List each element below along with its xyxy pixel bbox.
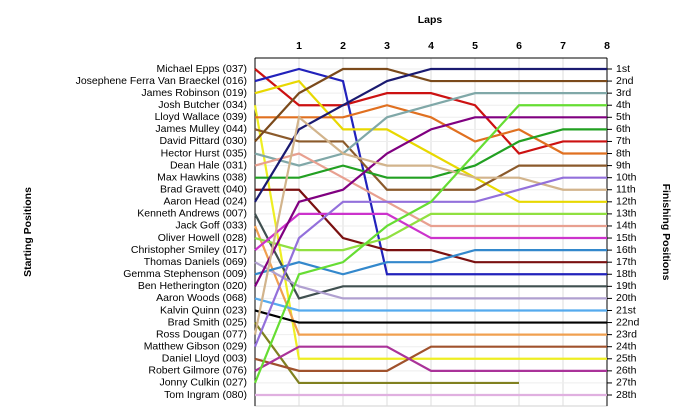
y2-tick-label: 14th <box>616 220 637 232</box>
series-label: Jonny Culkin (027) <box>159 377 247 389</box>
series-line <box>253 104 607 384</box>
y2-tick-label: 22nd <box>616 316 640 328</box>
series-label: Michael Epps (037) <box>157 63 247 75</box>
series-label: James Robinson (019) <box>141 87 247 99</box>
y2-tick-label: 18th <box>616 268 637 280</box>
y2-tick-label: 20th <box>616 292 637 304</box>
series-line <box>254 249 607 276</box>
y2-tick-label: 19th <box>616 280 637 292</box>
y2-tick-label: 2nd <box>616 75 634 87</box>
series-line <box>254 321 519 385</box>
series-line <box>254 116 607 287</box>
series-label: Gemma Stephenson (009) <box>123 268 247 280</box>
x-tick-label: 3 <box>384 40 390 52</box>
series-line <box>254 309 607 324</box>
series-label: Kenneth Andrews (007) <box>137 208 247 220</box>
series-line <box>254 128 607 191</box>
y2-tick-label: 6th <box>616 123 631 135</box>
chart-title: Laps <box>418 14 443 26</box>
series-line <box>255 104 607 155</box>
series-label: Aaron Woods (068) <box>156 292 247 304</box>
series-line <box>254 212 607 252</box>
x-tick-label: 5 <box>472 40 478 52</box>
series-line <box>254 213 607 300</box>
y2-tick-label: 11th <box>616 184 636 196</box>
series-label: David Pittard (030) <box>159 135 247 147</box>
y2-tick-label: 12th <box>616 196 637 208</box>
x-tick-label: 6 <box>516 40 522 52</box>
y2-tick-label: 5th <box>616 111 631 123</box>
y2-tick-label: 1st <box>616 63 630 75</box>
y2-tick-label: 10th <box>616 171 637 183</box>
y2-tick-label: 25th <box>616 353 637 365</box>
series-label: Hector Hurst (035) <box>161 147 247 159</box>
y2-tick-label: 24th <box>616 340 637 352</box>
series-line <box>254 345 607 372</box>
y2-tick-label: 16th <box>616 244 637 256</box>
series-line <box>254 67 607 276</box>
x-tick-label: 4 <box>428 40 434 52</box>
series-line <box>254 79 607 203</box>
series-label: Tom Ingram (080) <box>164 389 247 401</box>
y2-tick-label: 3rd <box>616 87 631 99</box>
y2-tick-label: 13th <box>616 208 637 220</box>
series-label: Kalvin Quinn (023) <box>160 304 247 316</box>
series-label: Aaron Head (024) <box>164 196 247 208</box>
y-axis-label: Starting Positions <box>22 187 34 277</box>
y2-tick-label: 15th <box>616 232 637 244</box>
x-tick-label: 2 <box>340 40 346 52</box>
series-label: Christopher Smiley (017) <box>131 244 247 256</box>
series-line <box>254 345 607 372</box>
series-line <box>255 188 607 264</box>
series-label: Brad Smith (025) <box>168 316 247 328</box>
series-line <box>253 225 607 336</box>
series-label: Brad Gravett (040) <box>160 184 247 196</box>
y2-tick-label: 4th <box>616 99 631 111</box>
series-line <box>254 67 607 203</box>
y2-tick-label: 28th <box>616 389 637 401</box>
y2-tick-label: 23rd <box>616 328 637 340</box>
series-line <box>253 105 607 360</box>
series-label: Lloyd Wallace (039) <box>155 111 247 123</box>
series-line <box>254 297 607 312</box>
series-line <box>254 261 607 300</box>
series-label: Ben Hetherington (020) <box>138 280 247 292</box>
series-line <box>254 152 607 228</box>
series-label: Ross Dougan (077) <box>156 328 247 340</box>
series-line <box>253 115 607 335</box>
series-line <box>254 67 607 143</box>
series-label: Matthew Gibson (029) <box>144 340 247 352</box>
x-tick-label: 7 <box>560 40 566 52</box>
series-label: Dean Hale (031) <box>170 159 247 171</box>
series-label: James Mulley (044) <box>155 123 247 135</box>
series-line <box>254 212 607 251</box>
series-label: Josephene Ferra Van Braeckel (016) <box>76 75 247 87</box>
y2-tick-label: 7th <box>616 135 631 147</box>
series-label: Max Hawkins (038) <box>157 171 247 183</box>
series-label: Jack Goff (033) <box>175 220 247 232</box>
x-tick-label: 1 <box>296 40 302 52</box>
series-line <box>255 128 607 179</box>
y2-tick-label: 26th <box>616 365 637 377</box>
y2-tick-label: 8th <box>616 147 631 159</box>
y2-tick-label: 17th <box>616 256 637 268</box>
y2-tick-label: 21st <box>616 304 636 316</box>
series-label: Thomas Daniels (069) <box>144 256 247 268</box>
y2-axis-label: Finishing Positions <box>660 184 672 281</box>
y2-tick-label: 27th <box>616 377 637 389</box>
series-label: Oliver Howell (028) <box>158 232 247 244</box>
series-label: Daniel Lloyd (003) <box>162 353 247 365</box>
x-tick-label: 8 <box>604 40 610 52</box>
y2-tick-label: 9th <box>616 159 631 171</box>
series-label: Josh Butcher (034) <box>158 99 247 111</box>
series-label: Robert Gilmore (076) <box>148 365 247 377</box>
